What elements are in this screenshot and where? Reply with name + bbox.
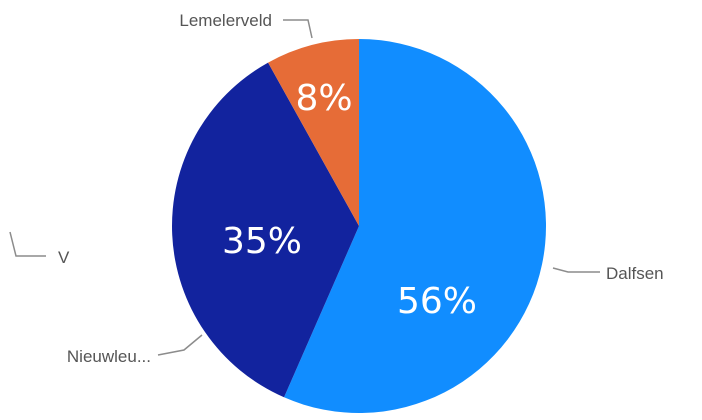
leader-line-dalfsen: [552, 267, 600, 273]
category-label-nieuwleu: Nieuwleu...: [67, 347, 151, 366]
leader-line-lemelerveld: [283, 19, 313, 39]
leader-line-nieuwleu: [157, 334, 203, 356]
category-label-lemelerveld: Lemelerveld: [179, 11, 272, 30]
data-label-nieuwleu: 35%: [222, 221, 302, 262]
leader-line-v: [9, 231, 46, 257]
pie-slice-dalfsen[interactable]: [284, 39, 547, 413]
pie-slices: [172, 39, 547, 413]
data-label-dalfsen: 56%: [397, 281, 477, 322]
category-label-v: V: [58, 248, 70, 267]
percentage-labels: 8% 35% 56%: [222, 78, 477, 322]
pie-slice-lemelerveld[interactable]: [268, 39, 359, 226]
category-labels: Lemelerveld Dalfsen Nieuwleu... V: [58, 11, 664, 366]
category-label-dalfsen: Dalfsen: [606, 264, 664, 283]
data-label-lemelerveld: 8%: [295, 78, 352, 119]
pie-slice-nieuwleu[interactable]: [172, 62, 359, 398]
leader-lines: [9, 19, 600, 356]
